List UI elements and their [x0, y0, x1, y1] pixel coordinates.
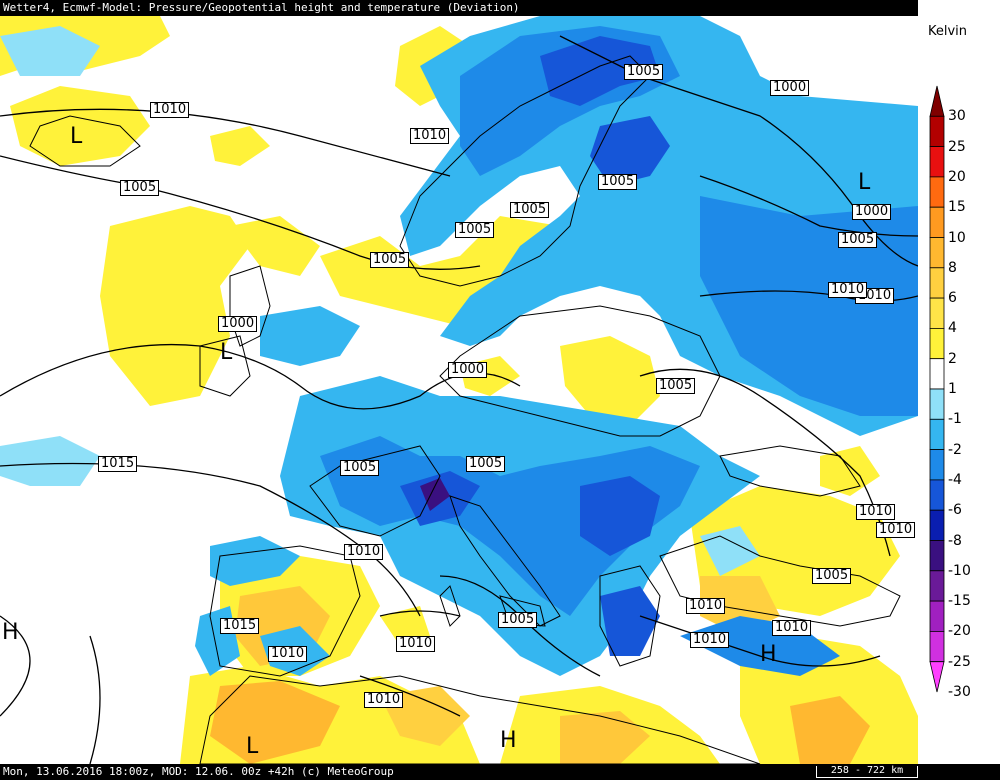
high-pressure-center: H — [2, 620, 19, 645]
isobar-label: 1005 — [838, 232, 878, 248]
map-field-layer — [0, 16, 918, 764]
legend-swatch — [929, 297, 945, 329]
legend-swatch — [929, 115, 945, 148]
legend-label: 20 — [948, 168, 966, 185]
isobar-label: 1010 — [364, 692, 404, 708]
legend-colorbar — [929, 85, 945, 693]
legend-label: 1 — [948, 381, 957, 397]
legend-swatch — [929, 176, 945, 208]
legend-swatch — [929, 85, 945, 117]
isobar-label: 1010 — [876, 522, 916, 538]
legend-label: -8 — [948, 532, 962, 549]
legend-swatch — [929, 418, 945, 450]
isobar-label: 1005 — [510, 202, 550, 218]
legend-swatch — [929, 388, 945, 420]
isobar-label: 1000 — [448, 362, 488, 378]
low-pressure-center: L — [858, 170, 871, 195]
isobar-label: 1000 — [218, 316, 258, 332]
legend-label: -6 — [948, 502, 962, 519]
legend-label: -10 — [948, 562, 971, 579]
color-legend: Kelvin — [918, 0, 1000, 764]
isobar-label: 1015 — [220, 618, 260, 634]
weather-map: 1010 1010 1005 1005 1010 1005 1005 1005 … — [0, 16, 918, 764]
isobar-label: 1005 — [370, 252, 410, 268]
legend-swatch — [929, 540, 945, 572]
isobar-label: 1010 — [268, 646, 308, 662]
isobar-label: 1010 — [150, 102, 190, 118]
legend-swatch — [929, 661, 945, 693]
legend-label: 30 — [948, 108, 966, 125]
high-pressure-center: H — [760, 642, 777, 667]
legend-label: 4 — [948, 320, 957, 337]
legend-swatch — [929, 449, 945, 481]
isobar-label: 1010 — [856, 504, 896, 520]
isobar-label: 1005 — [598, 174, 638, 190]
map-info-bar: Mon, 13.06.2016 18:00z, MOD: 12.06. 00z … — [0, 764, 1000, 780]
low-pressure-center: L — [246, 734, 259, 759]
legend-swatch — [929, 479, 945, 511]
legend-swatch — [929, 570, 945, 602]
legend-swatch — [929, 631, 945, 663]
legend-swatch — [929, 267, 945, 299]
isobar-label: 1010 — [772, 620, 812, 636]
map-info-text: Mon, 13.06.2016 18:00z, MOD: 12.06. 00z … — [3, 765, 394, 778]
legend-label: -4 — [948, 471, 962, 488]
isobar-label: 1005 — [120, 180, 160, 196]
isobar-label: 1010 — [344, 544, 384, 560]
isobar-label: 1005 — [656, 378, 696, 394]
isobar-label: 1010 — [410, 128, 450, 144]
low-pressure-center: L — [70, 124, 83, 149]
map-title: Wetter4, Ecmwf-Model: Pressure/Geopotent… — [3, 1, 520, 14]
isobar-label: 1000 — [770, 80, 810, 96]
legend-swatch — [929, 509, 945, 541]
legend-swatch — [929, 327, 945, 360]
legend-label: -20 — [948, 623, 971, 640]
isobar-label: 1010 — [396, 636, 436, 652]
isobar-label: 1015 — [98, 456, 138, 472]
legend-swatch — [929, 237, 945, 269]
legend-swatch — [929, 146, 945, 178]
low-pressure-center: L — [220, 340, 233, 365]
legend-label: -1 — [948, 411, 962, 428]
legend-label: 10 — [948, 229, 966, 246]
scale-indicator: 258 - 722 km — [816, 766, 918, 778]
isobar-label: 1010 — [690, 632, 730, 648]
isobar-label: 1005 — [340, 460, 380, 476]
isobar-label: 1005 — [455, 222, 495, 238]
legend-label: 8 — [948, 259, 957, 276]
map-title-bar: Wetter4, Ecmwf-Model: Pressure/Geopotent… — [0, 0, 918, 16]
isobar-label: 1010 — [686, 598, 726, 614]
isobar-label: 1005 — [812, 568, 852, 584]
legend-label: 15 — [948, 199, 966, 216]
legend-swatch — [929, 358, 945, 390]
high-pressure-center: H — [500, 728, 517, 753]
legend-label: -30 — [948, 684, 971, 700]
legend-label: -25 — [948, 653, 971, 670]
legend-swatch — [929, 600, 945, 632]
legend-unit: Kelvin — [928, 24, 968, 39]
isobar-label: 1005 — [624, 64, 664, 80]
legend-label: 6 — [948, 290, 957, 307]
legend-label: -15 — [948, 593, 971, 610]
legend-label: -2 — [948, 441, 962, 458]
isobar-label: 1005 — [498, 612, 538, 628]
legend-swatch — [929, 206, 945, 238]
isobar-label: 1005 — [466, 456, 506, 472]
legend-label: 2 — [948, 350, 957, 367]
isobar-label: 1000 — [852, 204, 892, 220]
legend-label: 25 — [948, 138, 966, 155]
isobar-label: 1010 — [828, 282, 868, 298]
